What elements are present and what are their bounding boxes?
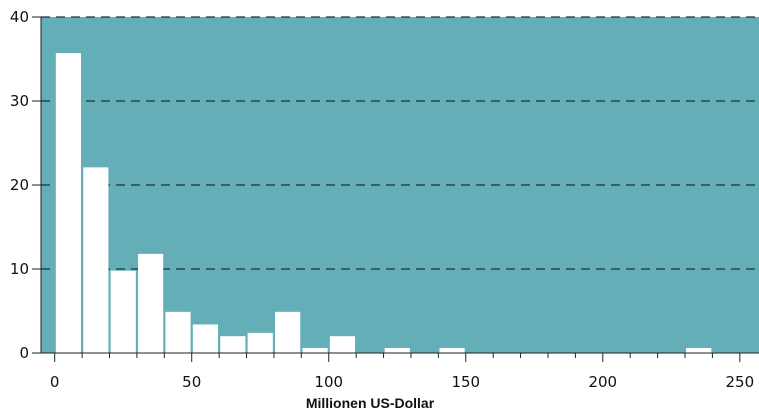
- axes: [40, 17, 759, 362]
- x-tick-label: 250: [725, 373, 754, 391]
- y-tick-label: 30: [10, 92, 29, 110]
- histogram-bar: [165, 311, 191, 353]
- histogram-bar: [192, 324, 219, 353]
- histogram-bar: [220, 336, 246, 353]
- histogram-bar: [686, 347, 712, 353]
- histogram-bar: [138, 253, 164, 353]
- x-tick-label: 50: [182, 373, 201, 391]
- y-tick-label: 10: [10, 260, 29, 278]
- histogram-bar: [329, 336, 356, 353]
- histogram-bar: [83, 167, 109, 353]
- histogram-bar: [439, 347, 465, 353]
- x-tick-label: 100: [314, 373, 343, 391]
- y-tick-labels: 0 10 20 30 40: [10, 8, 29, 362]
- y-tick-label: 20: [10, 176, 29, 194]
- histogram-bar: [247, 332, 273, 353]
- bars: [55, 53, 712, 354]
- y-tick-label: 40: [10, 8, 29, 26]
- x-tick-label: 0: [50, 373, 60, 391]
- histogram-bar: [110, 270, 136, 353]
- y-tick-label: 0: [19, 344, 29, 362]
- x-axis-label: Millionen US-Dollar: [306, 395, 435, 410]
- histogram-bar: [275, 311, 301, 353]
- gridlines: [32, 16, 759, 354]
- histogram-bar: [55, 53, 82, 354]
- histogram-bar: [302, 347, 328, 353]
- x-tick-labels: 0 50 100 150 200 250: [50, 373, 754, 391]
- x-tick-label: 200: [588, 373, 617, 391]
- x-tick-label: 150: [451, 373, 480, 391]
- histogram-bar: [384, 347, 410, 353]
